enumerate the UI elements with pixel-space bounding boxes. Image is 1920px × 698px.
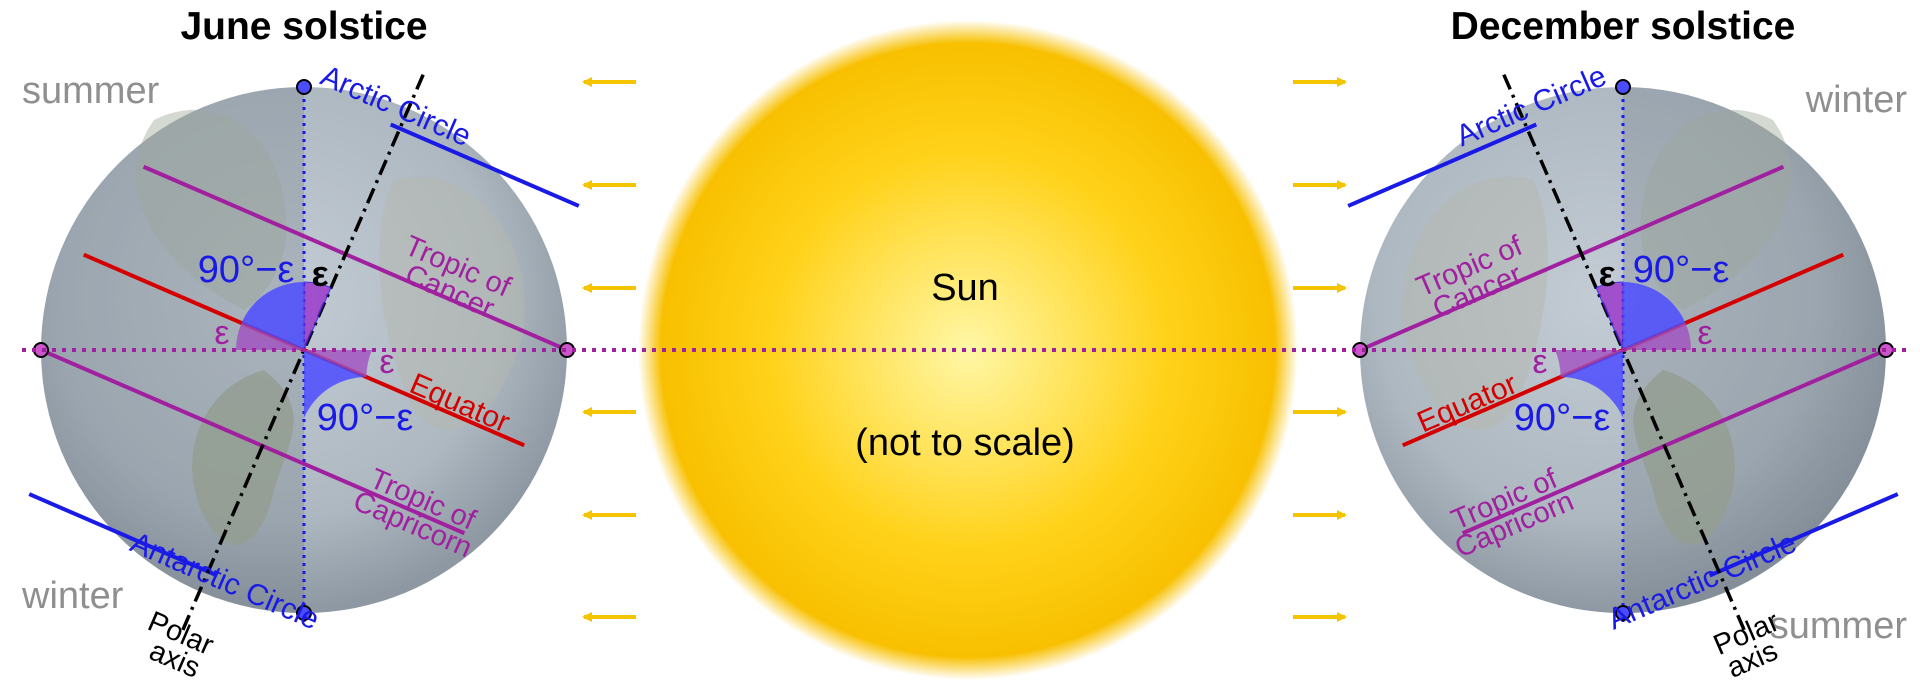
- epsilon-angle-wedge-right: [1555, 350, 1623, 378]
- axial-tilt-angle-wedge: [303, 281, 332, 351]
- polar-axis-line: [1502, 73, 1746, 631]
- epsilon-label: ε: [379, 343, 394, 381]
- north-america-landmass: [1640, 109, 1792, 310]
- south-america-landmass: [1633, 370, 1735, 545]
- complement-angle-wedge-upper: [1623, 282, 1686, 350]
- complement-angle-wedge-upper: [241, 282, 304, 350]
- arctic-circle-line: [389, 122, 580, 208]
- africa-landmass: [379, 176, 525, 431]
- season-label-june-north: summer: [22, 70, 160, 112]
- complement-angle-wedge-lower: [304, 350, 367, 418]
- tropic-of-cancer-line: [1360, 164, 1785, 352]
- epsilon-angle-wedge-right: [304, 350, 372, 378]
- complement-angle-label: 90°−ε: [317, 397, 414, 439]
- complement-angle-label: 90°−ε: [1633, 249, 1730, 291]
- sun: Sun (not to scale): [638, 20, 1298, 680]
- season-label-december-south: summer: [1770, 605, 1908, 647]
- sun-label: Sun: [931, 267, 999, 309]
- epsilon-label: ε: [1598, 253, 1615, 294]
- sunlight-rays-left: [582, 77, 636, 622]
- polar-axis-line: [181, 73, 425, 631]
- antarctic-circle-line: [1708, 492, 1899, 578]
- epsilon-angle-wedge-left: [1623, 322, 1691, 350]
- complement-angle-label: 90°−ε: [198, 249, 295, 291]
- season-label-december-north: winter: [1805, 79, 1908, 121]
- june-solstice-title: June solstice: [180, 5, 427, 48]
- africa-landmass: [1402, 176, 1548, 431]
- complement-angle-label: 90°−ε: [1514, 397, 1611, 439]
- reference-point-dot: [296, 605, 312, 621]
- scale-note: (not to scale): [855, 422, 1075, 464]
- reference-point-dot: [1615, 79, 1631, 95]
- complement-angle-wedge-lower: [1560, 350, 1623, 418]
- epsilon-label: ε: [214, 314, 229, 352]
- season-label-june-south: winter: [21, 575, 124, 617]
- december-solstice-title: December solstice: [1451, 5, 1796, 48]
- tropic-of-cancer-line: [142, 164, 567, 352]
- reference-point-dot: [296, 79, 312, 95]
- epsilon-angle-wedge-left: [236, 322, 304, 350]
- arctic-circle-line: [1347, 122, 1538, 208]
- epsilon-label: ε: [311, 253, 328, 294]
- axial-tilt-angle-wedge: [1595, 281, 1624, 351]
- tropic-of-capricorn-line: [1461, 348, 1886, 536]
- antarctic-circle-line: [28, 492, 219, 578]
- sun-disc: [638, 20, 1298, 680]
- reference-point-dot: [1615, 605, 1631, 621]
- epsilon-label: ε: [1532, 343, 1547, 381]
- south-america-landmass: [192, 370, 294, 545]
- north-america-landmass: [135, 109, 287, 310]
- epsilon-label: ε: [1697, 314, 1712, 352]
- sunlight-rays-right: [1293, 77, 1347, 622]
- tropic-of-capricorn-line: [41, 348, 466, 536]
